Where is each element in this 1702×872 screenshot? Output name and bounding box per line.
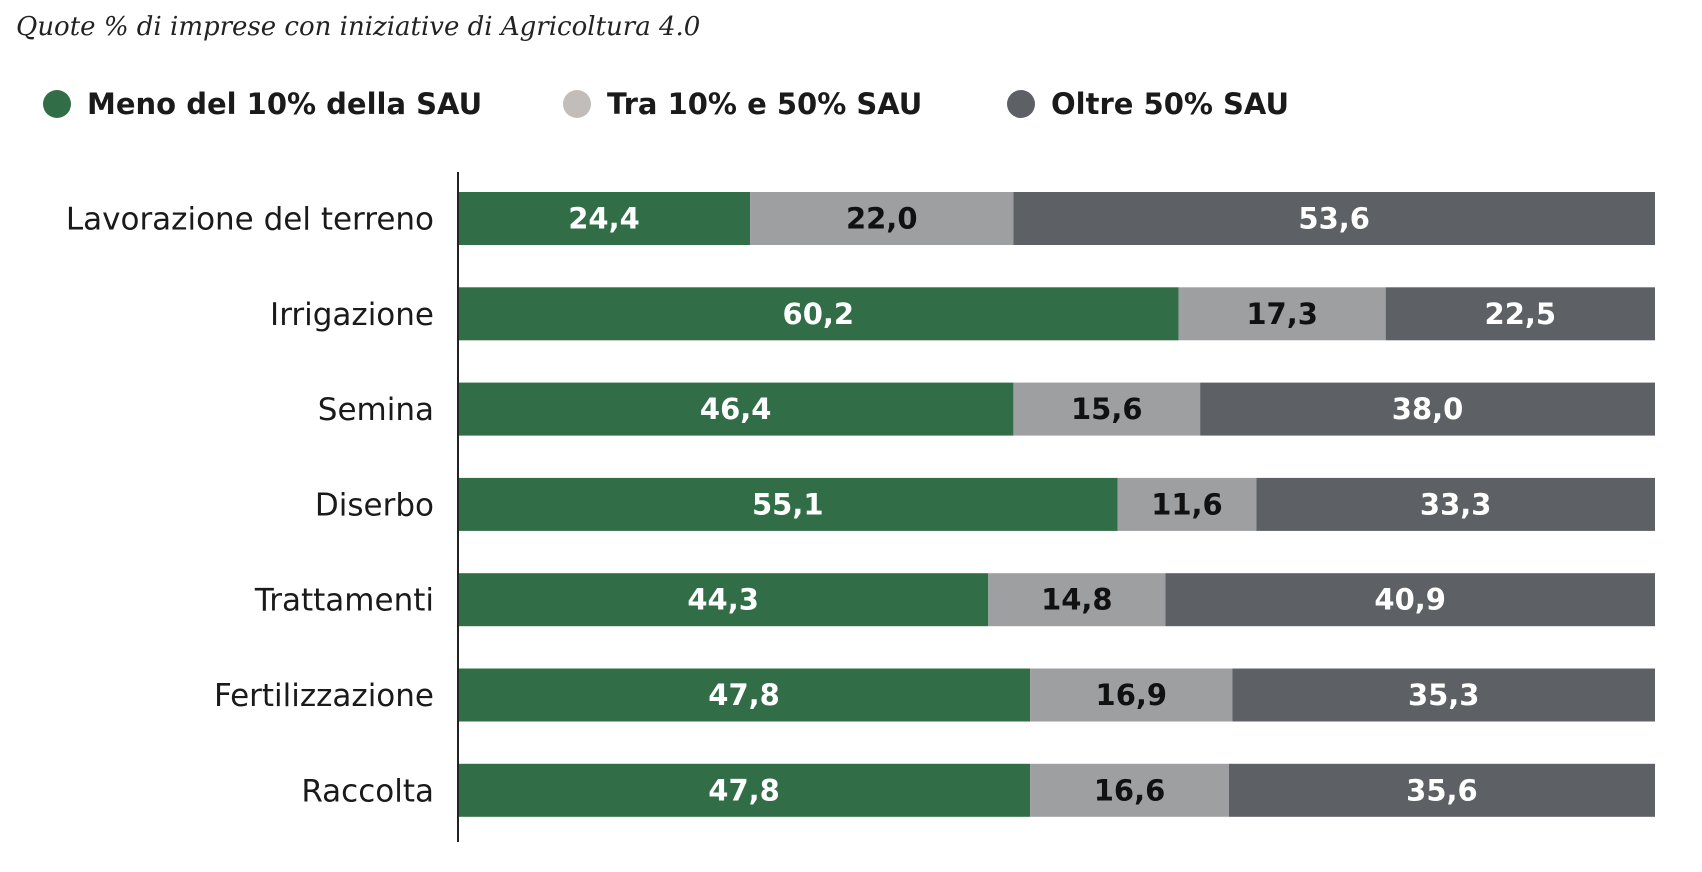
category-label: Semina [318, 392, 434, 428]
bar-segment-oltre-50pct-sau [1256, 477, 1655, 531]
bar-row-lavorazione-del-terreno: Lavorazione del terreno 24,4 22,0 53,6 [66, 192, 1655, 245]
data-label: 15,6 [1071, 392, 1143, 426]
bar-row-trattamenti: Trattamenti 44,3 14,8 40,9 [254, 573, 1655, 627]
data-label: 35,6 [1406, 773, 1478, 807]
bar-row-diserbo: Diserbo 55,1 11,6 33,3 [315, 477, 1655, 531]
bar-segment-tra-10pct-e-50pct-sau [1030, 668, 1233, 722]
bar-segment-oltre-50pct-sau [1228, 763, 1655, 817]
bar-segment-tra-10pct-e-50pct-sau [1030, 763, 1229, 817]
data-label: 55,1 [752, 487, 824, 521]
bar-segment-tra-10pct-e-50pct-sau [1013, 382, 1201, 436]
category-label: Diserbo [315, 487, 434, 523]
bar-row-fertilizzazione: Fertilizzazione 47,8 16,9 35,3 [214, 668, 1655, 722]
bar-segment-meno-del-10pct-della-sau [458, 668, 1031, 722]
category-label: Trattamenti [254, 583, 434, 619]
data-label: 44,3 [687, 583, 759, 617]
bar-segment-tra-10pct-e-50pct-sau [988, 573, 1166, 627]
data-label: 11,6 [1151, 487, 1223, 521]
category-label: Raccolta [301, 773, 434, 809]
bar-segment-oltre-50pct-sau [1200, 382, 1655, 436]
data-label: 22,5 [1485, 297, 1557, 331]
legend-item-tra-10pct-e-50pct-sau: Tra 10% e 50% SAU [563, 87, 922, 121]
data-label: 33,3 [1420, 487, 1492, 521]
legend-item-meno-del-10pct-della-sau: Meno del 10% della SAU [43, 87, 482, 121]
data-label: 22,0 [846, 202, 918, 236]
data-label: 47,8 [708, 773, 780, 807]
data-label: 38,0 [1392, 392, 1464, 426]
bar-segment-meno-del-10pct-della-sau [458, 192, 751, 245]
legend-item-oltre-50pct-sau: Oltre 50% SAU [1007, 87, 1289, 121]
data-label: 16,9 [1096, 678, 1168, 712]
legend-label: Meno del 10% della SAU [87, 87, 482, 121]
category-label: Irrigazione [270, 297, 434, 333]
data-label: 35,3 [1408, 678, 1480, 712]
bar-row-raccolta: Raccolta 47,8 16,6 35,6 [301, 763, 1655, 817]
data-label: 60,2 [783, 297, 855, 331]
legend-swatch-icon [43, 90, 71, 118]
legend-swatch-icon [563, 90, 591, 118]
data-label: 17,3 [1246, 297, 1318, 331]
legend-label: Oltre 50% SAU [1051, 87, 1289, 121]
data-label: 14,8 [1041, 583, 1113, 617]
data-label: 24,4 [568, 202, 640, 236]
bar-segment-meno-del-10pct-della-sau [458, 763, 1031, 817]
bar-segment-meno-del-10pct-della-sau [458, 287, 1179, 341]
bar-segment-meno-del-10pct-della-sau [458, 477, 1118, 531]
bar-row-semina: Semina 46,4 15,6 38,0 [318, 382, 1655, 436]
category-label: Fertilizzazione [214, 678, 434, 714]
chart-title: Quote % di imprese con iniziative di Agr… [16, 12, 701, 42]
data-label: 47,8 [708, 678, 780, 712]
bar-segment-tra-10pct-e-50pct-sau [750, 192, 1014, 245]
bar-row-irrigazione: Irrigazione 60,2 17,3 22,5 [270, 287, 1655, 341]
bar-segment-tra-10pct-e-50pct-sau [1117, 477, 1257, 531]
bar-segment-meno-del-10pct-della-sau [458, 573, 989, 627]
data-label: 40,9 [1374, 583, 1446, 617]
bars-area: Lavorazione del terreno 24,4 22,0 53,6 Irrig… [66, 192, 1655, 817]
bar-segment-oltre-50pct-sau [1165, 573, 1655, 627]
data-label: 53,6 [1298, 202, 1370, 236]
bar-segment-oltre-50pct-sau [1013, 192, 1655, 245]
bar-segment-meno-del-10pct-della-sau [458, 382, 1014, 436]
legend: Meno del 10% della SAU Tra 10% e 50% SAU O… [43, 87, 1289, 121]
legend-swatch-icon [1007, 90, 1035, 118]
bar-segment-oltre-50pct-sau [1385, 287, 1655, 341]
category-label: Lavorazione del terreno [66, 202, 434, 238]
legend-label: Tra 10% e 50% SAU [607, 87, 922, 121]
data-label: 16,6 [1094, 773, 1166, 807]
bar-segment-tra-10pct-e-50pct-sau [1178, 287, 1386, 341]
bar-segment-oltre-50pct-sau [1232, 668, 1655, 722]
data-label: 46,4 [700, 392, 772, 426]
